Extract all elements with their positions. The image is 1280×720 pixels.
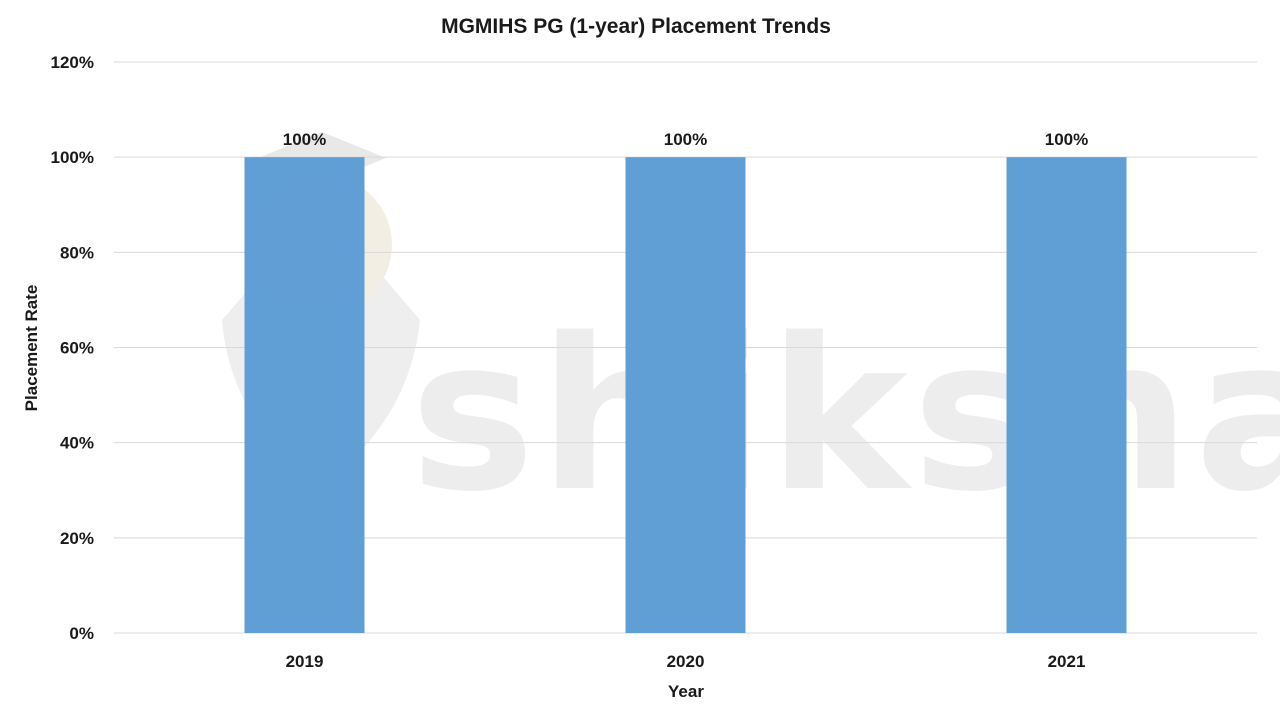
data-label-2021: 100% xyxy=(1045,130,1088,149)
bar-2019 xyxy=(244,157,365,633)
x-tick-labels: 2019 2020 2021 xyxy=(286,652,1086,671)
bars xyxy=(244,157,1127,633)
bar-2020 xyxy=(625,157,746,633)
data-labels: 100% 100% 100% xyxy=(283,130,1088,149)
y-tick-label: 120% xyxy=(51,53,94,72)
chart-title: MGMIHS PG (1-year) Placement Trends xyxy=(441,15,831,38)
x-tick-label-2020: 2020 xyxy=(667,652,705,671)
y-tick-label: 100% xyxy=(51,148,94,167)
y-tick-label: 20% xyxy=(60,529,94,548)
y-tick-label: 80% xyxy=(60,243,94,262)
x-tick-label-2019: 2019 xyxy=(286,652,324,671)
y-tick-label: 60% xyxy=(60,339,94,358)
y-tick-label: 40% xyxy=(60,434,94,453)
watermark-text: shiksha xyxy=(410,293,1280,538)
x-tick-label-2021: 2021 xyxy=(1048,652,1086,671)
bar-2021 xyxy=(1006,157,1127,633)
x-axis-label: Year xyxy=(668,682,704,701)
y-axis-label: Placement Rate xyxy=(22,285,41,412)
y-tick-label: 0% xyxy=(69,624,94,643)
data-label-2020: 100% xyxy=(664,130,707,149)
data-label-2019: 100% xyxy=(283,130,326,149)
y-tick-labels: 0% 20% 40% 60% 80% 100% 120% xyxy=(51,53,94,643)
